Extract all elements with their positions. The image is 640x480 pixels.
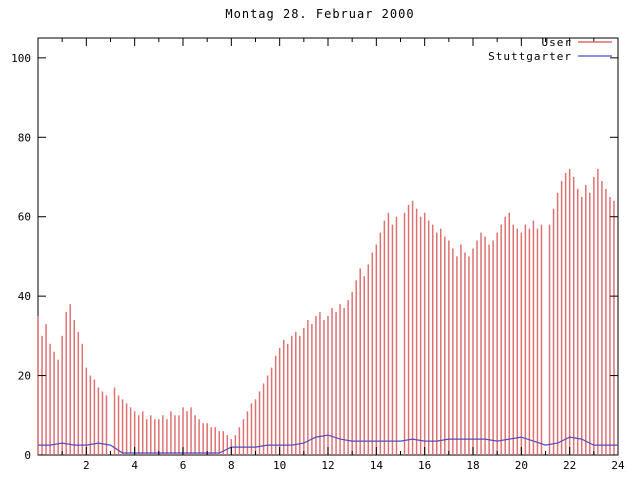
x-tick-label: 20: [515, 459, 528, 472]
chart-title: Montag 28. Februar 2000: [225, 7, 414, 21]
x-tick-label: 22: [563, 459, 576, 472]
y-tick-label: 80: [18, 131, 31, 144]
user-impulse-series: [37, 169, 615, 455]
x-tick-label: 8: [228, 459, 235, 472]
y-tick-label: 20: [18, 370, 31, 383]
x-tick-label: 18: [466, 459, 479, 472]
axis-ticks: [38, 38, 619, 456]
x-tick-label: 12: [321, 459, 334, 472]
y-tick-label: 40: [18, 290, 31, 303]
x-tick-label: 2: [83, 459, 90, 472]
x-tick-label: 24: [611, 459, 625, 472]
y-tick-label: 100: [11, 52, 31, 65]
legend-label-stuttgarter: Stuttgarter: [488, 50, 572, 63]
y-tick-label: 0: [24, 449, 31, 462]
x-tick-label: 4: [131, 459, 138, 472]
x-tick-label: 6: [180, 459, 187, 472]
legend: User Stuttgarter: [488, 36, 612, 63]
y-tick-label: 60: [18, 211, 31, 224]
x-tick-label: 10: [273, 459, 286, 472]
x-tick-label: 14: [370, 459, 384, 472]
legend-label-user: User: [542, 36, 573, 49]
x-tick-label: 16: [418, 459, 431, 472]
